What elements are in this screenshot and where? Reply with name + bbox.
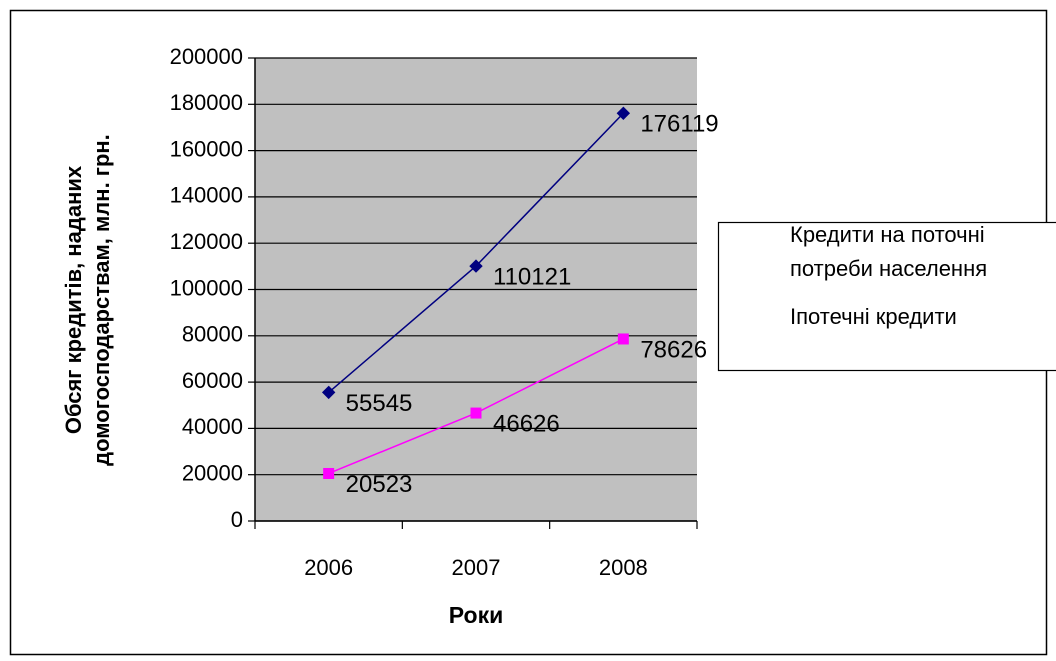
data-point	[321, 385, 336, 400]
data-point	[617, 333, 629, 345]
x-axis-label: Роки	[449, 602, 503, 628]
y-tick-label: 140000	[170, 183, 243, 208]
data-label: 176119	[640, 111, 718, 138]
data-point	[469, 259, 483, 273]
y-tick-label: 160000	[170, 136, 243, 161]
data-label: 46626	[493, 410, 560, 437]
x-tick-label: 2006	[304, 555, 353, 580]
data-label: 78626	[640, 336, 707, 363]
x-tick-label: 2007	[452, 555, 501, 580]
y-tick-label: 80000	[182, 322, 243, 347]
y-tick-label: 60000	[182, 368, 243, 393]
legend-box	[717, 221, 1056, 372]
y-tick-label: 20000	[182, 461, 243, 486]
y-tick-label: 120000	[170, 229, 243, 254]
y-tick-label: 200000	[170, 44, 243, 69]
data-label: 110121	[493, 263, 571, 290]
y-tick-label: 180000	[170, 90, 243, 115]
y-tick-label: 0	[231, 507, 243, 532]
y-axis-label: Обсяг кредитів, наданих домогосподарства…	[61, 134, 114, 466]
y-tick-label: 40000	[182, 414, 243, 439]
data-point	[323, 467, 335, 479]
data-label: 20523	[346, 471, 413, 498]
x-tick-label: 2008	[599, 555, 648, 580]
legend-label: Іпотечні кредити	[790, 304, 957, 329]
legend-label: Кредити на поточні потреби населення	[790, 222, 988, 281]
data-point	[616, 106, 631, 120]
y-tick-label: 100000	[170, 275, 243, 300]
data-label: 55545	[346, 390, 413, 417]
data-point	[470, 407, 482, 419]
